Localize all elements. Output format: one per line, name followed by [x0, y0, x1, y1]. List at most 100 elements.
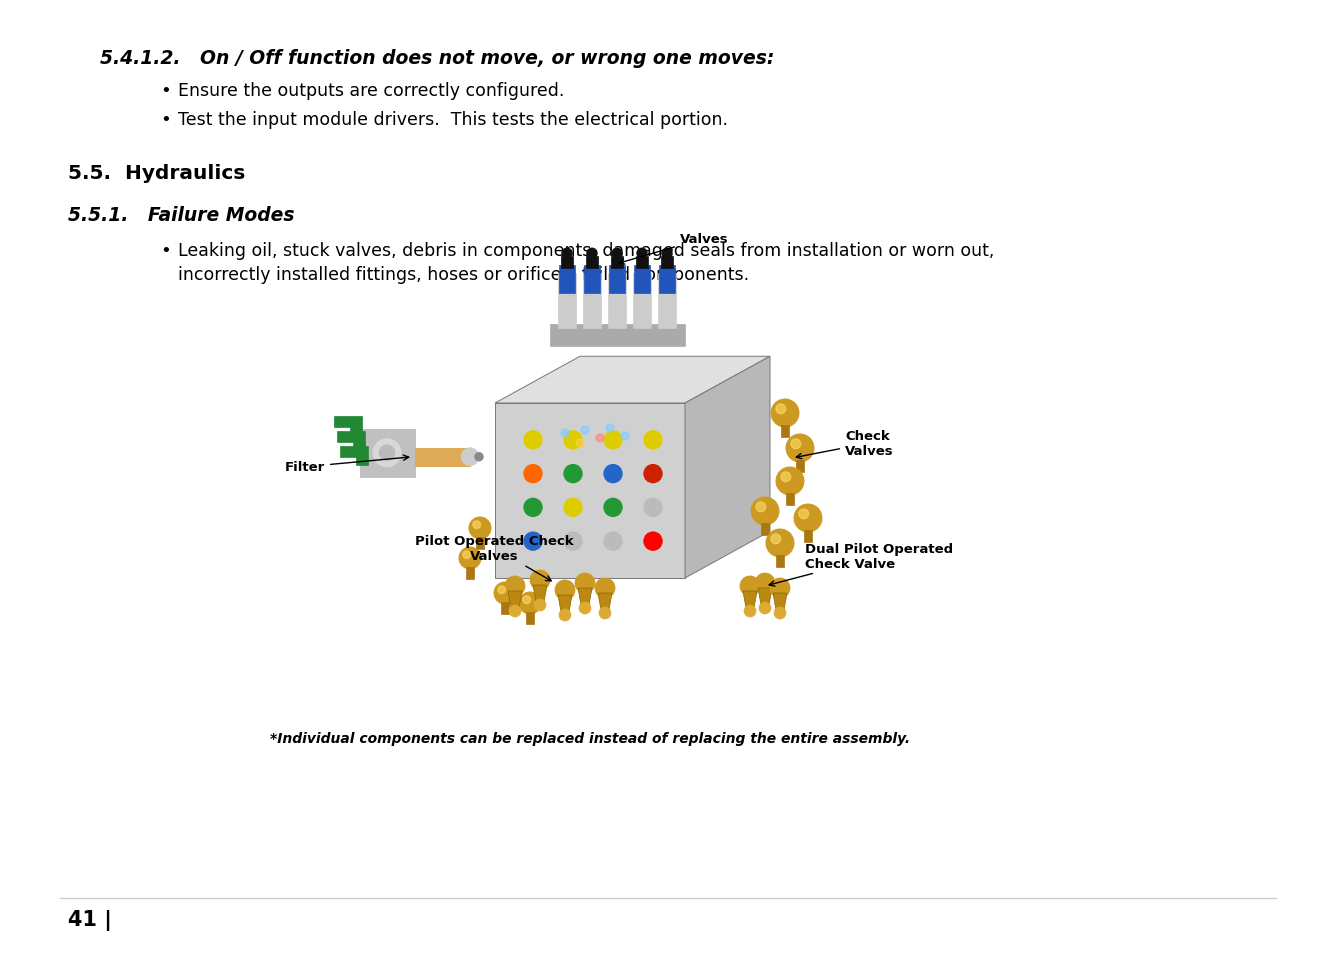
Text: Check
Valves: Check Valves [796, 430, 894, 459]
Bar [582, 274, 601, 329]
Text: Filter: Filter [285, 456, 409, 474]
Circle shape [607, 424, 615, 433]
Circle shape [530, 571, 550, 590]
Bar [796, 460, 804, 473]
Bar [782, 426, 790, 437]
Circle shape [587, 249, 597, 259]
Circle shape [518, 593, 541, 615]
Circle shape [621, 433, 629, 440]
Polygon shape [533, 585, 546, 602]
Bar [636, 257, 648, 269]
Circle shape [461, 448, 480, 466]
Circle shape [776, 404, 786, 415]
Circle shape [663, 249, 672, 259]
Circle shape [774, 607, 786, 619]
Circle shape [744, 605, 756, 618]
Circle shape [612, 249, 623, 259]
Bar [776, 556, 784, 567]
Polygon shape [743, 592, 758, 608]
Bar [337, 432, 365, 442]
Circle shape [524, 432, 542, 450]
Circle shape [373, 439, 401, 467]
Bar [526, 613, 534, 624]
Circle shape [534, 599, 546, 612]
Text: 5.4.1.2.   On / Off function does not move, or wrong one moves:: 5.4.1.2. On / Off function does not move… [100, 49, 775, 68]
Bar [659, 266, 675, 294]
Circle shape [786, 435, 814, 462]
Circle shape [473, 521, 481, 529]
Text: Test the input module drivers.  This tests the electrical portion.: Test the input module drivers. This test… [178, 111, 728, 129]
Text: •: • [160, 242, 171, 260]
Bar [415, 448, 470, 466]
Circle shape [771, 535, 780, 544]
Text: 5.5.  Hydraulics: 5.5. Hydraulics [68, 164, 246, 183]
Text: incorrectly installed fittings, hoses or orifices, failed components.: incorrectly installed fittings, hoses or… [178, 266, 749, 284]
Circle shape [644, 465, 663, 483]
Bar [466, 567, 474, 579]
Bar [558, 274, 576, 329]
Bar [353, 442, 365, 450]
Circle shape [576, 439, 584, 448]
Circle shape [524, 498, 542, 517]
Circle shape [462, 551, 470, 559]
Circle shape [799, 509, 808, 519]
Circle shape [564, 465, 582, 483]
Circle shape [564, 432, 582, 450]
Circle shape [522, 597, 530, 604]
Polygon shape [685, 356, 770, 578]
Bar [635, 266, 651, 294]
Circle shape [469, 517, 492, 539]
Circle shape [759, 602, 771, 615]
Polygon shape [508, 592, 522, 608]
Circle shape [766, 530, 794, 558]
Circle shape [755, 574, 775, 594]
Circle shape [595, 578, 615, 598]
Polygon shape [496, 356, 770, 403]
Bar [334, 416, 362, 427]
Bar [561, 257, 573, 269]
Circle shape [564, 533, 582, 551]
Bar [550, 325, 685, 347]
Circle shape [644, 533, 663, 551]
Bar [339, 446, 367, 457]
Circle shape [558, 609, 570, 621]
Circle shape [494, 582, 516, 604]
Bar [359, 429, 415, 477]
Circle shape [644, 432, 663, 450]
Circle shape [578, 602, 591, 615]
Circle shape [604, 432, 623, 450]
Circle shape [791, 439, 800, 449]
Bar [350, 427, 362, 436]
Circle shape [782, 473, 791, 482]
Circle shape [776, 468, 804, 496]
Bar [587, 257, 599, 269]
Bar [661, 257, 673, 269]
Text: 5.5.1.   Failure Modes: 5.5.1. Failure Modes [68, 206, 294, 225]
Circle shape [771, 399, 799, 428]
Polygon shape [774, 594, 787, 610]
Circle shape [596, 435, 604, 442]
Text: Valves: Valves [619, 233, 728, 265]
Circle shape [524, 533, 542, 551]
Bar [584, 266, 600, 294]
Text: Pilot Operated Check
Valves: Pilot Operated Check Valves [415, 535, 573, 581]
Polygon shape [758, 588, 772, 605]
Bar [786, 494, 794, 505]
Circle shape [644, 498, 663, 517]
Text: *Individual components can be replaced instead of replacing the entire assembly.: *Individual components can be replaced i… [270, 731, 910, 745]
Circle shape [581, 427, 589, 435]
Polygon shape [578, 588, 592, 605]
Circle shape [740, 577, 760, 597]
Text: Leaking oil, stuck valves, debris in components, damaged seals from installation: Leaking oil, stuck valves, debris in com… [178, 242, 994, 260]
Circle shape [564, 498, 582, 517]
Polygon shape [558, 596, 572, 613]
Circle shape [770, 578, 790, 598]
Bar [633, 274, 651, 329]
Circle shape [561, 430, 569, 437]
Text: •: • [160, 82, 171, 100]
Circle shape [509, 605, 521, 618]
Bar [355, 457, 367, 465]
Circle shape [460, 547, 481, 569]
Bar [804, 531, 812, 542]
Bar [659, 274, 676, 329]
